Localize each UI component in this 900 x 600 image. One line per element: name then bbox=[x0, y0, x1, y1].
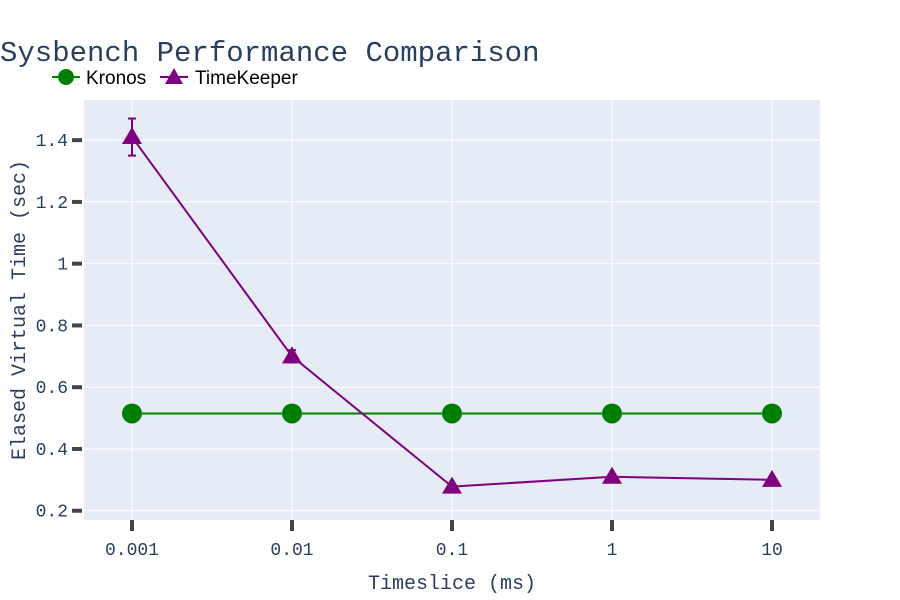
data-point bbox=[282, 346, 302, 364]
y-tick-label: 1 bbox=[57, 256, 68, 276]
x-tick-label: 0.01 bbox=[270, 541, 313, 561]
chart-title: Sysbench Performance Comparison bbox=[0, 37, 540, 70]
gridlines bbox=[84, 100, 820, 520]
x-axis-title: Timeslice (ms) bbox=[368, 573, 536, 596]
legend-item-timekeeper[interactable]: TimeKeeper bbox=[160, 68, 298, 89]
y-tick-label: 1.4 bbox=[36, 132, 68, 152]
y-axis: 0.2 0.4 0.6 0.8 1 1.2 1.4 bbox=[36, 132, 82, 523]
x-axis: 0.001 0.01 0.1 1 10 bbox=[105, 520, 783, 561]
data-point bbox=[122, 403, 142, 424]
x-tick-label: 1 bbox=[607, 541, 618, 561]
legend-timekeeper-marker bbox=[165, 68, 183, 84]
series-timekeeper bbox=[122, 117, 782, 494]
y-tick-label: 0.4 bbox=[36, 441, 68, 461]
x-tick-label: 10 bbox=[761, 541, 783, 561]
data-point bbox=[442, 476, 462, 494]
legend-kronos-marker bbox=[58, 69, 74, 85]
series-kronos bbox=[122, 403, 782, 424]
data-point bbox=[282, 403, 302, 424]
x-tick-label: 0.1 bbox=[436, 541, 468, 561]
data-point bbox=[442, 403, 462, 424]
data-point bbox=[602, 466, 622, 484]
data-point bbox=[602, 403, 622, 424]
legend-item-kronos[interactable]: Kronos bbox=[52, 68, 146, 89]
y-tick-label: 1.2 bbox=[36, 194, 68, 214]
y-tick-label: 0.6 bbox=[36, 379, 68, 399]
legend-kronos-label: Kronos bbox=[86, 68, 146, 89]
data-point bbox=[122, 127, 142, 145]
y-tick-label: 0.2 bbox=[36, 503, 68, 523]
legend: Kronos TimeKeeper bbox=[52, 68, 298, 89]
data-point bbox=[762, 469, 782, 487]
y-tick-label: 0.8 bbox=[36, 317, 68, 337]
legend-timekeeper-label: TimeKeeper bbox=[195, 68, 298, 89]
series-layer bbox=[122, 117, 782, 494]
x-tick-label: 0.001 bbox=[105, 541, 159, 561]
y-axis-title: Elased Virtual Time (sec) bbox=[9, 160, 32, 460]
data-point bbox=[762, 403, 782, 424]
